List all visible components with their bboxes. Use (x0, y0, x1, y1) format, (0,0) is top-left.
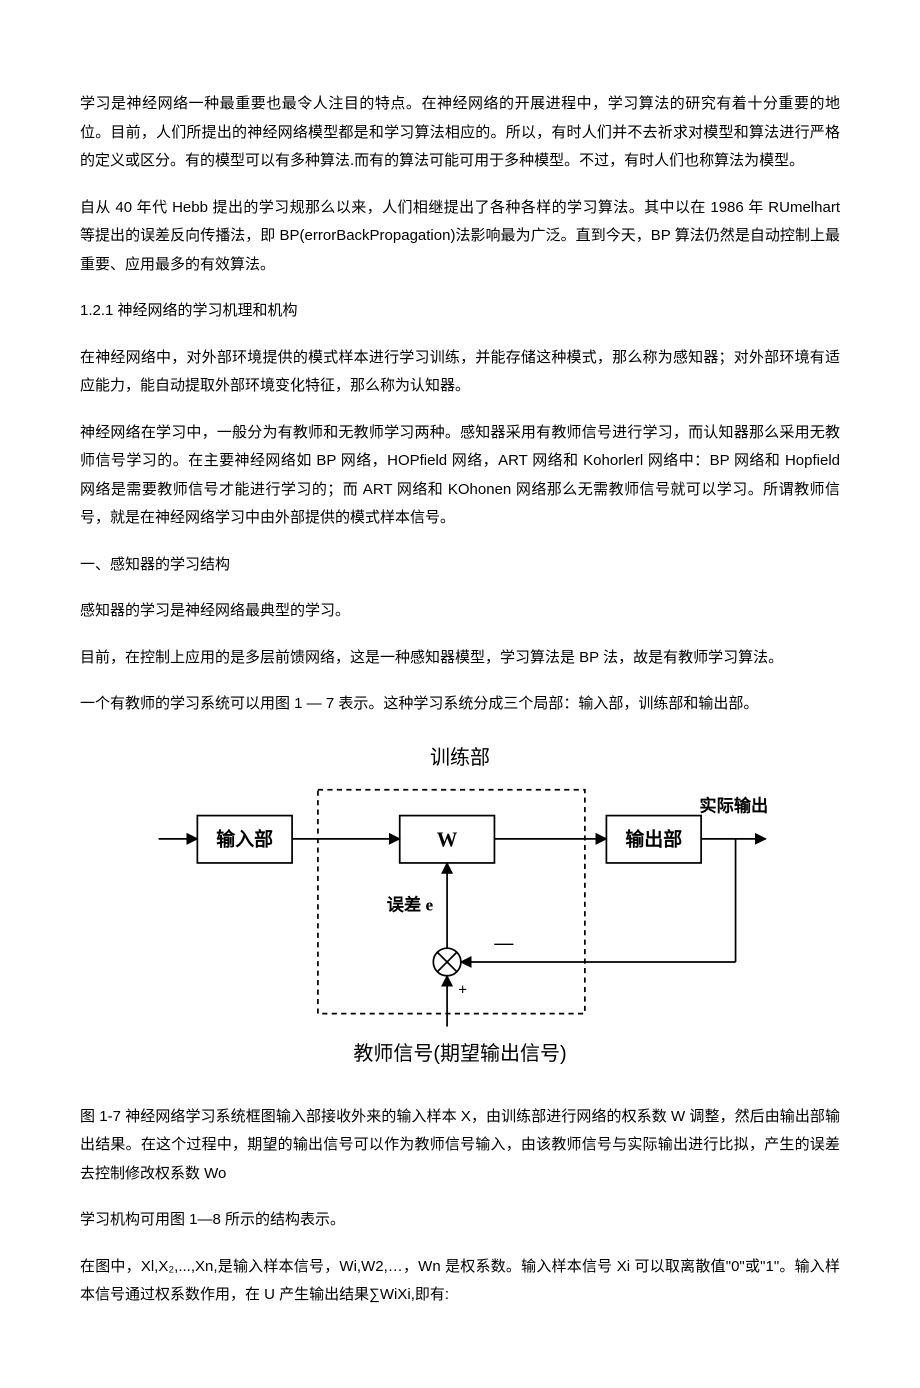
section-heading: 1.2.1 神经网络的学习机理和机构 (80, 297, 840, 326)
section-heading: 一、感知器的学习结构 (80, 551, 840, 580)
paragraph: 学习是神经网络一种最重要也最令人注目的特点。在神经网络的开展进程中，学习算法的研… (80, 90, 840, 176)
w-box-label: W (437, 829, 458, 851)
learning-system-diagram: 训练部 输入部 W 输出部 实际输出 误差 e (80, 739, 840, 1073)
minus-label: — (493, 933, 514, 954)
diagram-top-label: 训练部 (80, 739, 840, 777)
paragraph: 在神经网络中，对外部环境提供的模式样本进行学习训练，并能存储这种模式，那么称为感… (80, 344, 840, 401)
output-box-label: 输出部 (625, 827, 682, 850)
plus-label: + (458, 981, 467, 998)
figure-caption: 图 1-7 神经网络学习系统框图输入部接收外来的输入样本 X，由训练部进行网络的… (80, 1103, 840, 1189)
paragraph: 神经网络在学习中，一般分为有教师和无教师学习两种。感知器采用有教师信号进行学习，… (80, 419, 840, 533)
paragraph: 学习机构可用图 1—8 所示的结构表示。 (80, 1206, 840, 1235)
diagram-bottom-label: 教师信号(期望输出信号) (80, 1035, 840, 1073)
paragraph: 一个有教师的学习系统可以用图 1 — 7 表示。这种学习系统分成三个局部：输入部… (80, 690, 840, 719)
paragraph: 目前，在控制上应用的是多层前馈网络，这是一种感知器模型，学习算法是 BP 法，故… (80, 644, 840, 673)
actual-output-label: 实际输出 (699, 795, 768, 815)
paragraph: 感知器的学习是神经网络最典型的学习。 (80, 597, 840, 626)
error-label: 误差 e (387, 894, 434, 914)
input-box-label: 输入部 (216, 827, 273, 850)
diagram-svg: 输入部 W 输出部 实际输出 误差 e — + (150, 781, 770, 1031)
paragraph: 自从 40 年代 Hebb 提出的学习规那么以来，人们相继提出了各种各样的学习算… (80, 194, 840, 280)
